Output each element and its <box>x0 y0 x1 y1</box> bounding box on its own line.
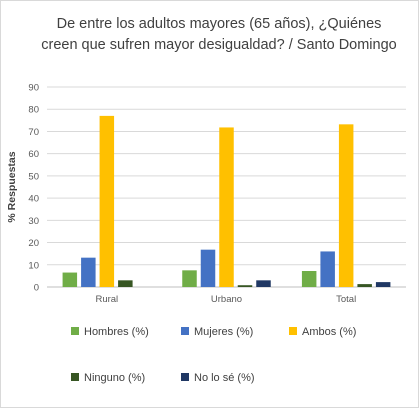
bar-rural-1 <box>81 257 96 287</box>
y-tick-label: 80 <box>28 105 39 116</box>
x-tick-label: Rural <box>95 294 118 305</box>
y-tick-label: 50 <box>28 171 39 182</box>
y-tick-label: 30 <box>28 216 39 227</box>
legend-swatch <box>71 373 79 381</box>
bar-urbano-0 <box>182 270 197 287</box>
bar-total-0 <box>301 271 317 287</box>
legend-swatch <box>181 327 189 335</box>
bar-rural-0 <box>62 272 78 287</box>
bar-total-3 <box>357 284 372 287</box>
x-tick-label: Total <box>336 294 356 305</box>
x-tick-labels: Rural Urbano Total <box>95 294 356 305</box>
bars <box>62 115 391 287</box>
y-tick-labels: 0 10 20 30 40 50 60 70 80 90 <box>28 83 39 294</box>
legend-label: Ninguno (%) <box>84 372 145 384</box>
y-tick-label: 20 <box>28 238 39 249</box>
bar-urbano-1 <box>200 249 216 287</box>
x-tick-label: Urbano <box>211 294 242 305</box>
bar-total-2 <box>338 124 354 287</box>
y-tick-label: 40 <box>28 194 39 205</box>
legend-label: Hombres (%) <box>84 326 149 338</box>
legend-swatch <box>289 327 297 335</box>
chart-title-line-2: creen que sufren mayor desigualdad? / Sa… <box>41 37 396 53</box>
y-tick-label: 0 <box>34 283 39 294</box>
bar-total-1 <box>320 251 335 287</box>
bar-rural-2 <box>99 115 115 287</box>
bar-urbano-4 <box>256 280 271 287</box>
legend-swatch <box>71 327 79 335</box>
legend-label: No lo sé (%) <box>194 372 255 384</box>
legend-label: Mujeres (%) <box>194 326 253 338</box>
y-tick-label: 10 <box>28 260 39 271</box>
legend-label: Ambos (%) <box>302 326 356 338</box>
y-axis-label: % Respuestas <box>6 151 18 222</box>
bar-rural-3 <box>118 280 133 287</box>
y-tick-label: 90 <box>28 83 39 94</box>
y-tick-label: 60 <box>28 149 39 160</box>
bar-total-4 <box>375 282 391 287</box>
bar-urbano-2 <box>219 127 234 287</box>
bar-urbano-3 <box>237 285 253 287</box>
chart-title-line-1: De entre los adultos mayores (65 años), … <box>57 16 382 32</box>
legend: Hombres (%) Mujeres (%) Ambos (%) Ninguno (… <box>71 326 356 384</box>
y-tick-label: 70 <box>28 127 39 138</box>
chart-title: De entre los adultos mayores (65 años), … <box>41 16 396 53</box>
legend-swatch <box>181 373 189 381</box>
